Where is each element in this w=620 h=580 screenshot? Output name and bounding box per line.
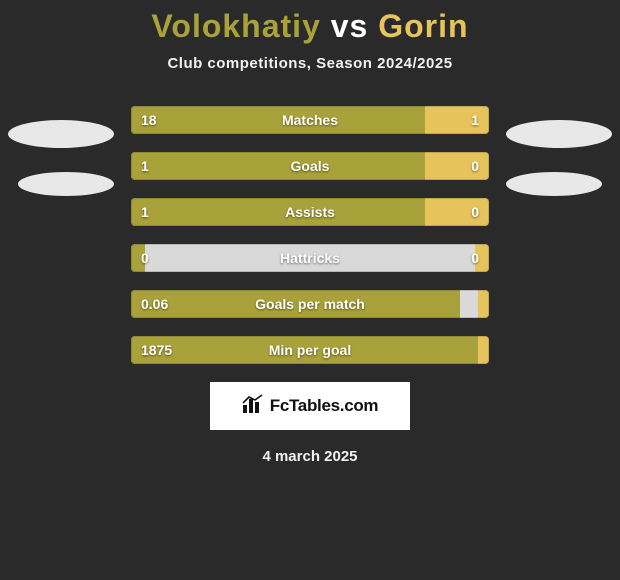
stat-fill-left	[131, 336, 478, 364]
page-title: Volokhatiy vs Gorin	[0, 8, 620, 45]
player2-badge-top	[506, 120, 612, 148]
title-player2: Gorin	[378, 8, 468, 44]
title-player1: Volokhatiy	[151, 8, 320, 44]
logo-text: FcTables.com	[270, 396, 379, 416]
stat-value-left: 1	[141, 158, 149, 174]
stat-fill-left	[131, 152, 425, 180]
stat-value-right: 0	[471, 158, 479, 174]
stats-area: 181Matches10Goals10Assists00Hattricks0.0…	[0, 106, 620, 364]
stat-bars: 181Matches10Goals10Assists00Hattricks0.0…	[131, 106, 489, 364]
stat-row: 10Goals	[131, 152, 489, 180]
stat-row: 0.06Goals per match	[131, 290, 489, 318]
stat-fill-left	[131, 290, 460, 318]
stat-fill-right	[425, 198, 489, 226]
stat-fill-right	[425, 106, 489, 134]
player1-badge-top	[8, 120, 114, 148]
comparison-card: Volokhatiy vs Gorin Club competitions, S…	[0, 0, 620, 465]
stat-value-right: 0	[471, 204, 479, 220]
stat-row-outline	[131, 244, 489, 272]
stat-value-left: 1	[141, 204, 149, 220]
fctables-logo[interactable]: FcTables.com	[210, 382, 410, 430]
subtitle: Club competitions, Season 2024/2025	[0, 55, 620, 72]
stat-fill-left	[131, 106, 425, 134]
stat-value-right: 1	[471, 112, 479, 128]
stat-value-left: 18	[141, 112, 157, 128]
chart-bars-icon	[242, 394, 264, 419]
stat-value-left: 1875	[141, 342, 172, 358]
title-vs: vs	[331, 8, 369, 44]
stat-row: 10Assists	[131, 198, 489, 226]
stat-fill-right	[425, 152, 489, 180]
player2-badge-bottom	[506, 172, 602, 196]
stat-value-right: 0	[471, 250, 479, 266]
date-text: 4 march 2025	[0, 448, 620, 465]
player1-badge-bottom	[18, 172, 114, 196]
stat-fill-left	[131, 198, 425, 226]
stat-fill-right	[478, 336, 489, 364]
stat-value-left: 0.06	[141, 296, 168, 312]
stat-row: 0 0Hattricks	[131, 244, 489, 272]
stat-label: Hattricks	[131, 250, 489, 266]
stat-row: 1875Min per goal	[131, 336, 489, 364]
stat-fill-right	[478, 290, 489, 318]
stat-row: 181Matches	[131, 106, 489, 134]
stat-value-left: 0	[141, 250, 149, 266]
